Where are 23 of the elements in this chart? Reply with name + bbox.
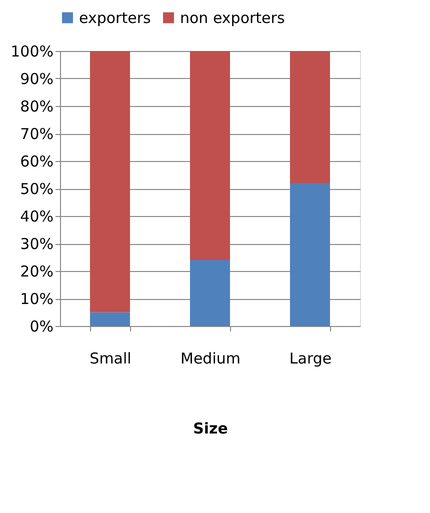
y-tick-label: 80% [20, 98, 54, 116]
y-tick-label: 100% [10, 42, 54, 60]
legend-label: exporters [79, 8, 151, 27]
y-tick-label: 20% [20, 262, 54, 280]
y-tick-label: 90% [20, 70, 54, 88]
y-tick-label: 40% [20, 208, 54, 226]
x-tick-label: Large [289, 350, 332, 368]
bar [290, 183, 330, 326]
y-tick-label: 60% [20, 152, 54, 170]
x-tick-label: Small [90, 350, 132, 368]
bar [90, 51, 130, 312]
bar [190, 260, 230, 326]
y-tick-label: 50% [20, 180, 54, 198]
y-tick-label: 10% [20, 290, 54, 308]
bar [290, 51, 330, 183]
bar [190, 51, 230, 260]
x-axis-title: Size [193, 420, 228, 438]
legend-label: non exporters [180, 8, 285, 27]
y-tick-label: 30% [20, 235, 54, 253]
y-tick-label: 70% [20, 125, 54, 143]
y-tick-label: 0% [30, 318, 54, 336]
bar [90, 312, 130, 326]
x-tick-label: Medium [180, 350, 240, 368]
